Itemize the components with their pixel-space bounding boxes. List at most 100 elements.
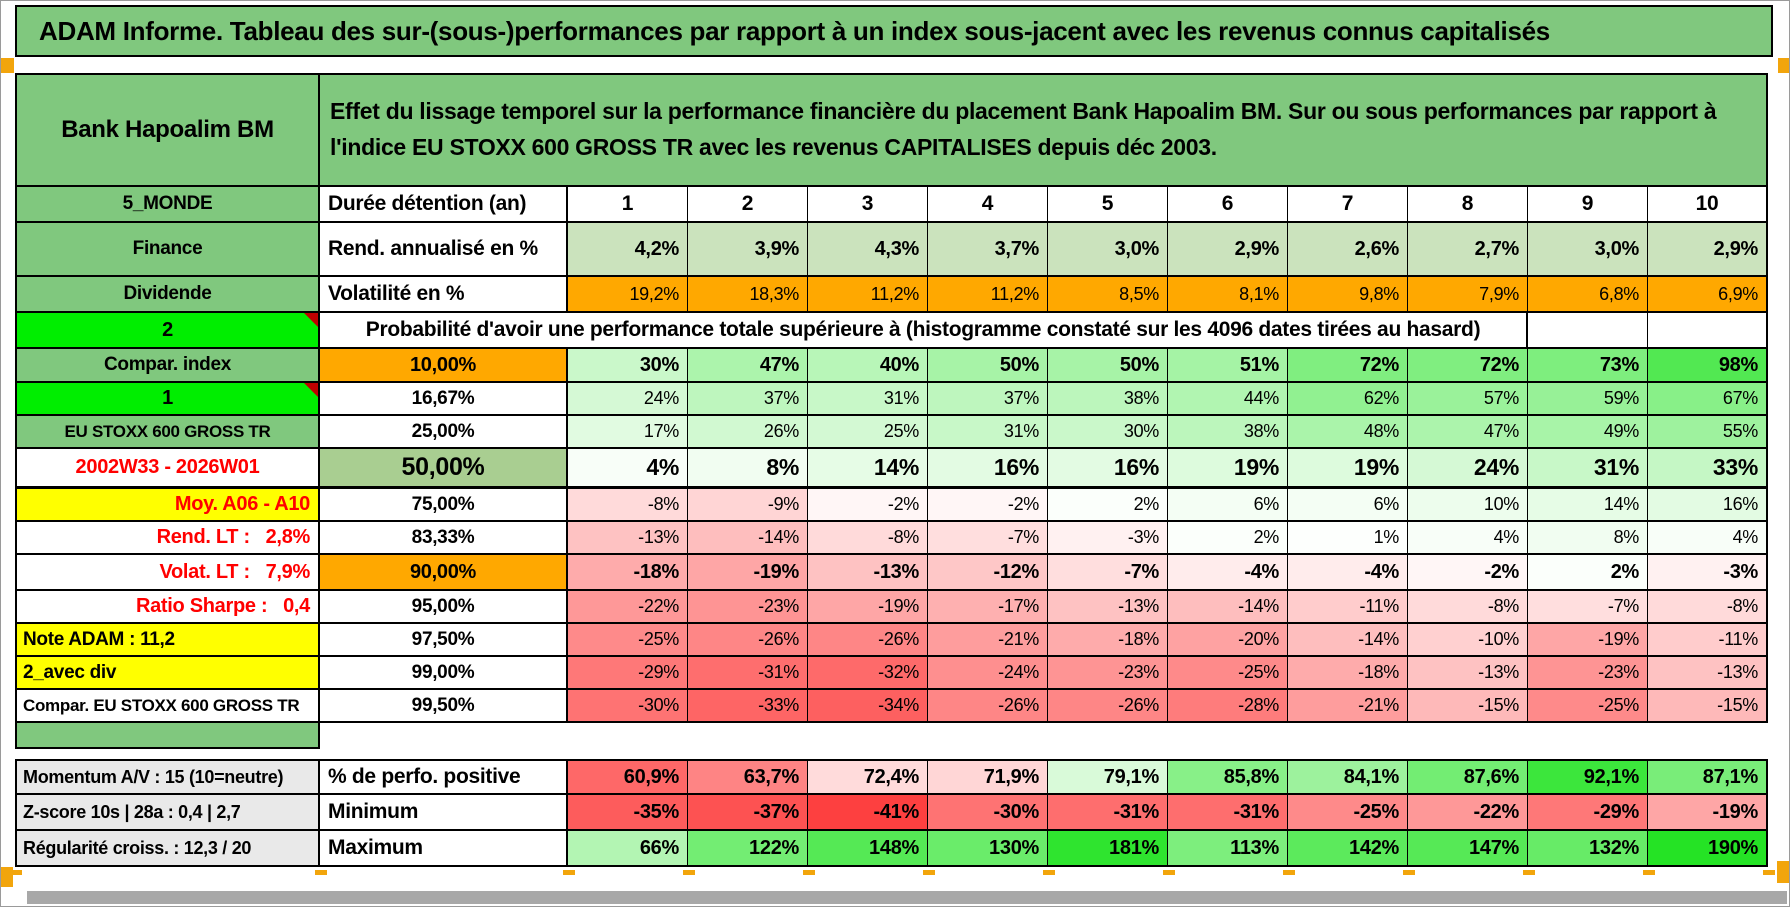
cell-quantile-25-col4[interactable]: 31%: [928, 416, 1048, 449]
row-label-annualized-return[interactable]: Finance: [15, 223, 320, 277]
cell-quantile-75-col7[interactable]: 6%: [1288, 489, 1408, 522]
cell-quantile-75-col9[interactable]: 14%: [1528, 489, 1648, 522]
cell-quantile-99-col6[interactable]: -25%: [1168, 657, 1288, 690]
cell-quantile-25-col1[interactable]: 17%: [568, 416, 688, 449]
cell-quantile-97-col2[interactable]: -26%: [688, 624, 808, 657]
cell-quantile-99-col5[interactable]: -23%: [1048, 657, 1168, 690]
cell-minimum-col7[interactable]: -25%: [1288, 795, 1408, 831]
cell-quantile-75-col1[interactable]: -8%: [568, 489, 688, 522]
cell-quantile-97-col10[interactable]: -11%: [1648, 624, 1768, 657]
row-value-maximum[interactable]: Maximum: [320, 831, 568, 867]
cell-quantile-75-col6[interactable]: 6%: [1168, 489, 1288, 522]
cell-annualized-return-col8[interactable]: 2,7%: [1408, 223, 1528, 277]
cell-quantile-50-col5[interactable]: 16%: [1048, 449, 1168, 489]
cell-quantile-16-col4[interactable]: 37%: [928, 383, 1048, 416]
cell-quantile-95-col7[interactable]: -11%: [1288, 591, 1408, 624]
cell-quantile-83-col1[interactable]: -13%: [568, 522, 688, 555]
cell-quantile-75-col5[interactable]: 2%: [1048, 489, 1168, 522]
cell-quantile-97-col4[interactable]: -21%: [928, 624, 1048, 657]
cell-quantile-97-col7[interactable]: -14%: [1288, 624, 1408, 657]
cell-quantile-995-col4[interactable]: -26%: [928, 690, 1048, 723]
cell-quantile-90-col1[interactable]: -18%: [568, 555, 688, 591]
empty-cell-probability-header-0[interactable]: [1528, 313, 1648, 349]
row-value-quantile-25[interactable]: 25,00%: [320, 416, 568, 449]
cell-quantile-83-col3[interactable]: -8%: [808, 522, 928, 555]
cell-quantile-95-col10[interactable]: -8%: [1648, 591, 1768, 624]
cell-minimum-col5[interactable]: -31%: [1048, 795, 1168, 831]
cell-quantile-97-col6[interactable]: -20%: [1168, 624, 1288, 657]
cell-quantile-99-col9[interactable]: -23%: [1528, 657, 1648, 690]
row-value-quantile-10[interactable]: 10,00%: [320, 349, 568, 383]
cell-volatility-col7[interactable]: 9,8%: [1288, 277, 1408, 313]
cell-quantile-995-col9[interactable]: -25%: [1528, 690, 1648, 723]
cell-quantile-10-col4[interactable]: 50%: [928, 349, 1048, 383]
cell-quantile-95-col1[interactable]: -22%: [568, 591, 688, 624]
cell-quantile-90-col4[interactable]: -12%: [928, 555, 1048, 591]
cell-volatility-col9[interactable]: 6,8%: [1528, 277, 1648, 313]
cell-quantile-90-col3[interactable]: -13%: [808, 555, 928, 591]
row-value-duration-header[interactable]: Durée détention (an): [320, 187, 568, 223]
cell-quantile-99-col10[interactable]: -13%: [1648, 657, 1768, 690]
cell-pct-positive-col2[interactable]: 63,7%: [688, 759, 808, 795]
row-label-minimum[interactable]: Z-score 10s | 28a : 0,4 | 2,7: [15, 795, 320, 831]
cell-quantile-90-col9[interactable]: 2%: [1528, 555, 1648, 591]
cell-quantile-995-col5[interactable]: -26%: [1048, 690, 1168, 723]
cell-quantile-16-col2[interactable]: 37%: [688, 383, 808, 416]
cell-maximum-col9[interactable]: 132%: [1528, 831, 1648, 867]
cell-quantile-95-col8[interactable]: -8%: [1408, 591, 1528, 624]
cell-quantile-99-col1[interactable]: -29%: [568, 657, 688, 690]
cell-annualized-return-col6[interactable]: 2,9%: [1168, 223, 1288, 277]
cell-quantile-25-col9[interactable]: 49%: [1528, 416, 1648, 449]
merged-cell-probability-header[interactable]: Probabilité d'avoir une performance tota…: [320, 313, 1528, 349]
cell-quantile-995-col8[interactable]: -15%: [1408, 690, 1528, 723]
cell-quantile-83-col6[interactable]: 2%: [1168, 522, 1288, 555]
cell-quantile-90-col10[interactable]: -3%: [1648, 555, 1768, 591]
cell-quantile-16-col9[interactable]: 59%: [1528, 383, 1648, 416]
row-label-header[interactable]: Bank Hapoalim BM: [15, 73, 320, 187]
cell-quantile-25-col5[interactable]: 30%: [1048, 416, 1168, 449]
row-value-quantile-83[interactable]: 83,33%: [320, 522, 568, 555]
cell-duration-header-col1[interactable]: 1: [568, 187, 688, 223]
cell-quantile-16-col1[interactable]: 24%: [568, 383, 688, 416]
cell-quantile-16-col3[interactable]: 31%: [808, 383, 928, 416]
cell-quantile-97-col9[interactable]: -19%: [1528, 624, 1648, 657]
cell-quantile-10-col1[interactable]: 30%: [568, 349, 688, 383]
row-value-pct-positive[interactable]: % de perfo. positive: [320, 759, 568, 795]
cell-volatility-col5[interactable]: 8,5%: [1048, 277, 1168, 313]
merged-cell-header[interactable]: Effet du lissage temporel sur la perform…: [320, 73, 1768, 187]
cell-minimum-col10[interactable]: -19%: [1648, 795, 1768, 831]
row-value-quantile-995[interactable]: 99,50%: [320, 690, 568, 723]
cell-annualized-return-col7[interactable]: 2,6%: [1288, 223, 1408, 277]
cell-annualized-return-col10[interactable]: 2,9%: [1648, 223, 1768, 277]
cell-duration-header-col4[interactable]: 4: [928, 187, 1048, 223]
row-label-quantile-995[interactable]: Compar. EU STOXX 600 GROSS TR: [15, 690, 320, 723]
cell-maximum-col10[interactable]: 190%: [1648, 831, 1768, 867]
cell-volatility-col8[interactable]: 7,9%: [1408, 277, 1528, 313]
cell-quantile-83-col10[interactable]: 4%: [1648, 522, 1768, 555]
cell-quantile-995-col3[interactable]: -34%: [808, 690, 928, 723]
cell-annualized-return-col9[interactable]: 3,0%: [1528, 223, 1648, 277]
row-label-pct-positive[interactable]: Momentum A/V : 15 (10=neutre): [15, 759, 320, 795]
cell-quantile-99-col2[interactable]: -31%: [688, 657, 808, 690]
row-value-annualized-return[interactable]: Rend. annualisé en %: [320, 223, 568, 277]
row-value-quantile-99[interactable]: 99,00%: [320, 657, 568, 690]
row-label-maximum[interactable]: Régularité croiss. : 12,3 / 20: [15, 831, 320, 867]
cell-quantile-25-col7[interactable]: 48%: [1288, 416, 1408, 449]
cell-quantile-95-col9[interactable]: -7%: [1528, 591, 1648, 624]
cell-quantile-83-col5[interactable]: -3%: [1048, 522, 1168, 555]
row-label-quantile-10[interactable]: Compar. index: [15, 349, 320, 383]
row-label-quantile-75[interactable]: Moy. A06 - A10: [15, 489, 320, 522]
cell-duration-header-col10[interactable]: 10: [1648, 187, 1768, 223]
cell-quantile-25-col6[interactable]: 38%: [1168, 416, 1288, 449]
cell-minimum-col9[interactable]: -29%: [1528, 795, 1648, 831]
cell-duration-header-col5[interactable]: 5: [1048, 187, 1168, 223]
cell-quantile-83-col2[interactable]: -14%: [688, 522, 808, 555]
cell-minimum-col2[interactable]: -37%: [688, 795, 808, 831]
row-label-volatility[interactable]: Dividende: [15, 277, 320, 313]
cell-pct-positive-col8[interactable]: 87,6%: [1408, 759, 1528, 795]
cell-quantile-995-col10[interactable]: -15%: [1648, 690, 1768, 723]
cell-quantile-16-col7[interactable]: 62%: [1288, 383, 1408, 416]
cell-quantile-995-col1[interactable]: -30%: [568, 690, 688, 723]
cell-quantile-90-col7[interactable]: -4%: [1288, 555, 1408, 591]
cell-quantile-99-col8[interactable]: -13%: [1408, 657, 1528, 690]
